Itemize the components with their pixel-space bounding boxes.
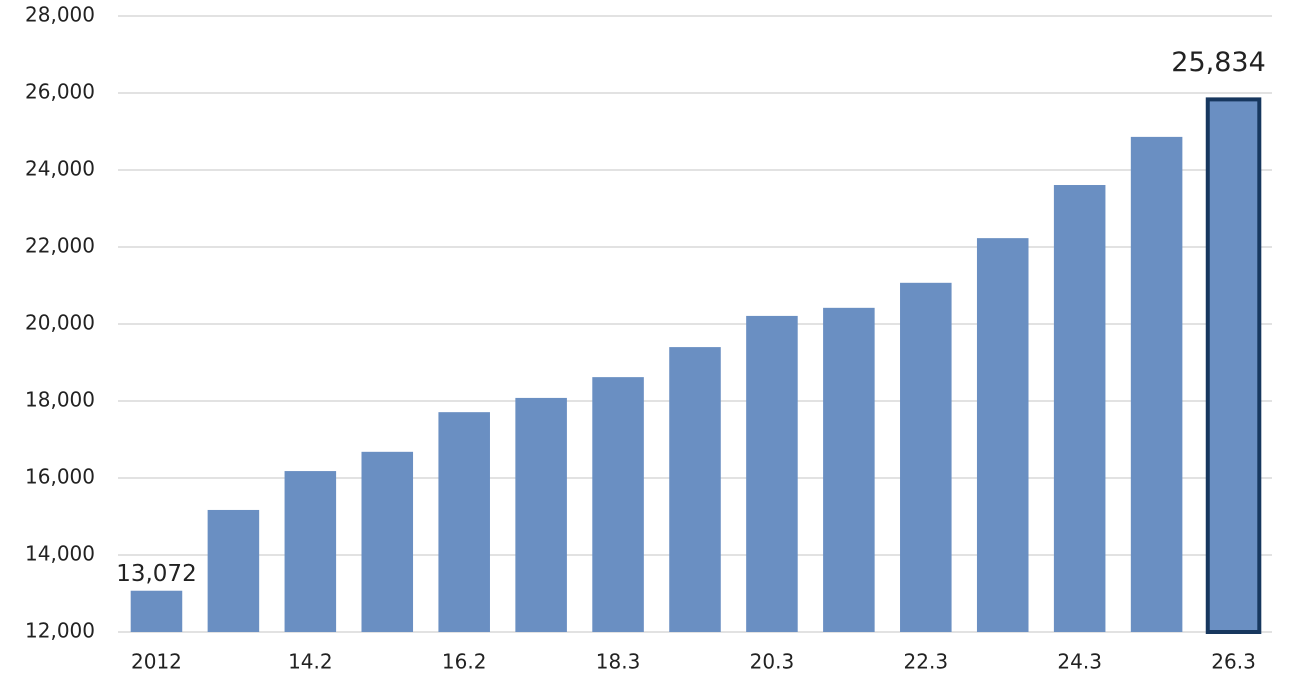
bar (130, 590, 183, 632)
bar (207, 509, 260, 632)
y-tick-label: 20,000 (25, 311, 95, 335)
y-tick-label: 28,000 (25, 3, 95, 27)
x-tick-label: 14.2 (288, 650, 333, 674)
x-tick-label: 24.3 (1057, 650, 1102, 674)
x-tick-label: 20.3 (750, 650, 795, 674)
value-label: 25,834 (1171, 47, 1265, 78)
bar (1130, 136, 1183, 632)
y-tick-label: 18,000 (25, 388, 95, 412)
y-tick-label: 24,000 (25, 157, 95, 181)
bar (823, 307, 875, 632)
bar (1053, 185, 1106, 632)
x-tick-label: 2012 (131, 650, 182, 674)
bar (976, 238, 1029, 632)
y-tick-label: 14,000 (25, 542, 95, 566)
y-tick-label: 12,000 (25, 619, 95, 643)
y-tick-label: 26,000 (25, 80, 95, 104)
y-tick-label: 16,000 (25, 465, 95, 489)
y-tick-label: 22,000 (25, 234, 95, 258)
bar (900, 282, 952, 632)
x-tick-label: 22.3 (904, 650, 949, 674)
bar (284, 471, 337, 632)
value-label: 13,072 (116, 561, 196, 587)
bar (592, 377, 644, 632)
x-tick-label: 26.3 (1211, 650, 1256, 674)
bar (438, 412, 490, 632)
x-tick-label: 16.2 (442, 650, 487, 674)
x-tick-label: 18.3 (596, 650, 641, 674)
bar (515, 397, 567, 632)
bar (361, 451, 414, 632)
bar (669, 347, 721, 632)
bar (1205, 97, 1262, 635)
bar (746, 315, 798, 632)
